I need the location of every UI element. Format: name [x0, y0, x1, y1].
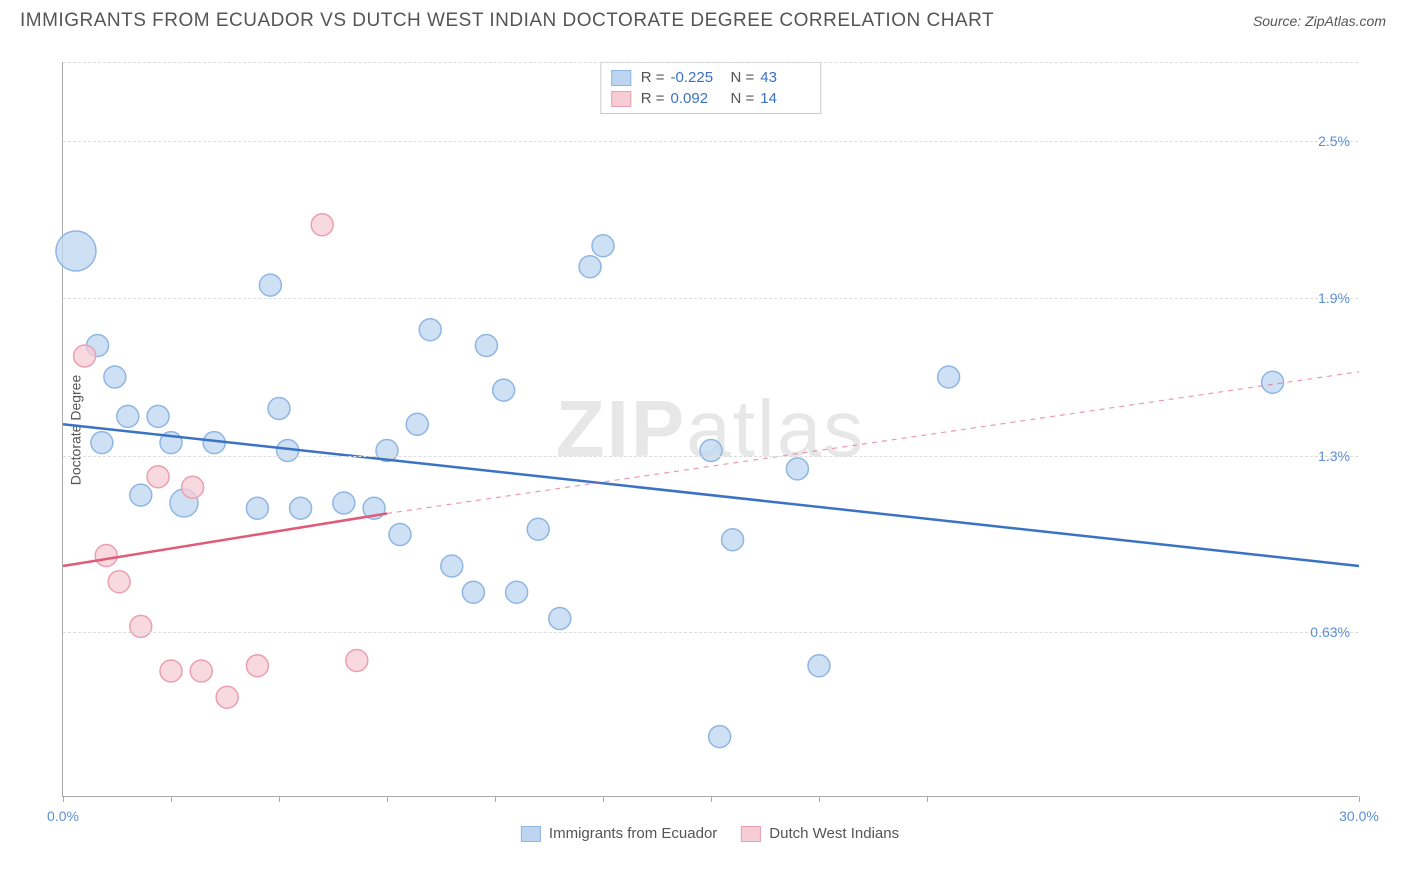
scatter-point [130, 615, 152, 637]
gridline [63, 62, 1358, 63]
chart-container: Doctorate Degree ZIPatlas R =-0.225N =43… [50, 50, 1370, 810]
scatter-point [808, 655, 830, 677]
scatter-point [311, 214, 333, 236]
x-tick [171, 796, 172, 802]
legend-swatch [611, 70, 631, 86]
legend-n-value: 14 [760, 90, 810, 107]
x-tick-label: 0.0% [47, 808, 79, 824]
scatter-point [56, 231, 96, 271]
legend-n-value: 43 [760, 69, 810, 86]
scatter-point [182, 476, 204, 498]
scatter-point [506, 581, 528, 603]
scatter-point [259, 274, 281, 296]
scatter-point [147, 466, 169, 488]
scatter-point [419, 319, 441, 341]
x-tick-label: 30.0% [1339, 808, 1379, 824]
scatter-point [475, 335, 497, 357]
legend-swatch [741, 826, 761, 842]
scatter-point [462, 581, 484, 603]
source-label: Source: ZipAtlas.com [1253, 13, 1386, 29]
scatter-point [527, 518, 549, 540]
y-tick-label: 0.63% [1310, 624, 1350, 640]
scatter-point [579, 256, 601, 278]
legend-r-label: R = [641, 90, 665, 107]
x-tick [927, 796, 928, 802]
scatter-point [592, 235, 614, 257]
regression-line [63, 514, 387, 567]
gridline [63, 632, 1358, 633]
legend-swatch [611, 91, 631, 107]
regression-line-extended [387, 372, 1359, 514]
legend-r-value: -0.225 [671, 69, 721, 86]
legend-n-label: N = [731, 90, 755, 107]
legend-n-label: N = [731, 69, 755, 86]
scatter-point [709, 726, 731, 748]
scatter-point [346, 650, 368, 672]
x-tick [819, 796, 820, 802]
gridline [63, 141, 1358, 142]
scatter-point [786, 458, 808, 480]
scatter-point [493, 379, 515, 401]
legend-series: Immigrants from Ecuador Dutch West Indian… [521, 825, 899, 842]
x-tick [387, 796, 388, 802]
header: IMMIGRANTS FROM ECUADOR VS DUTCH WEST IN… [0, 0, 1406, 40]
x-tick [279, 796, 280, 802]
x-tick [63, 796, 64, 802]
legend-correlation: R = -0.225 N = 43 R = 0.092 N = 14 [600, 62, 822, 114]
legend-swatch [521, 826, 541, 842]
legend-correlation-row: R = -0.225 N = 43 [611, 67, 811, 88]
legend-series-label: Immigrants from Ecuador [549, 825, 717, 842]
x-tick [1359, 796, 1360, 802]
scatter-point [108, 571, 130, 593]
scatter-point [160, 660, 182, 682]
scatter-point [406, 413, 428, 435]
scatter-point [938, 366, 960, 388]
scatter-point [246, 497, 268, 519]
scatter-point [246, 655, 268, 677]
legend-series-item: Immigrants from Ecuador [521, 825, 717, 842]
scatter-point [74, 345, 96, 367]
scatter-point [268, 398, 290, 420]
scatter-point [549, 608, 571, 630]
scatter-point [216, 686, 238, 708]
scatter-point [290, 497, 312, 519]
scatter-point [1262, 371, 1284, 393]
legend-r-label: R = [641, 69, 665, 86]
scatter-point [130, 484, 152, 506]
scatter-point [441, 555, 463, 577]
legend-series-label: Dutch West Indians [769, 825, 899, 842]
legend-correlation-row: R = 0.092 N = 14 [611, 88, 811, 109]
scatter-point [117, 405, 139, 427]
scatter-point [104, 366, 126, 388]
scatter-point [389, 524, 411, 546]
chart-title: IMMIGRANTS FROM ECUADOR VS DUTCH WEST IN… [20, 10, 994, 32]
plot-area: ZIPatlas R =-0.225N =43R =0.092N =14 0.6… [62, 62, 1358, 797]
scatter-point [190, 660, 212, 682]
gridline [63, 456, 1358, 457]
scatter-plot-svg [63, 62, 1358, 796]
legend-r-value: 0.092 [671, 90, 721, 107]
x-tick [495, 796, 496, 802]
scatter-point [722, 529, 744, 551]
legend-series-item: Dutch West Indians [741, 825, 899, 842]
y-tick-label: 2.5% [1318, 133, 1350, 149]
scatter-point [147, 405, 169, 427]
y-tick-label: 1.3% [1318, 448, 1350, 464]
y-tick-label: 1.9% [1318, 290, 1350, 306]
scatter-point [333, 492, 355, 514]
scatter-point [91, 432, 113, 454]
x-tick [711, 796, 712, 802]
gridline [63, 298, 1358, 299]
scatter-point [700, 440, 722, 462]
scatter-point [95, 545, 117, 567]
x-tick [603, 796, 604, 802]
